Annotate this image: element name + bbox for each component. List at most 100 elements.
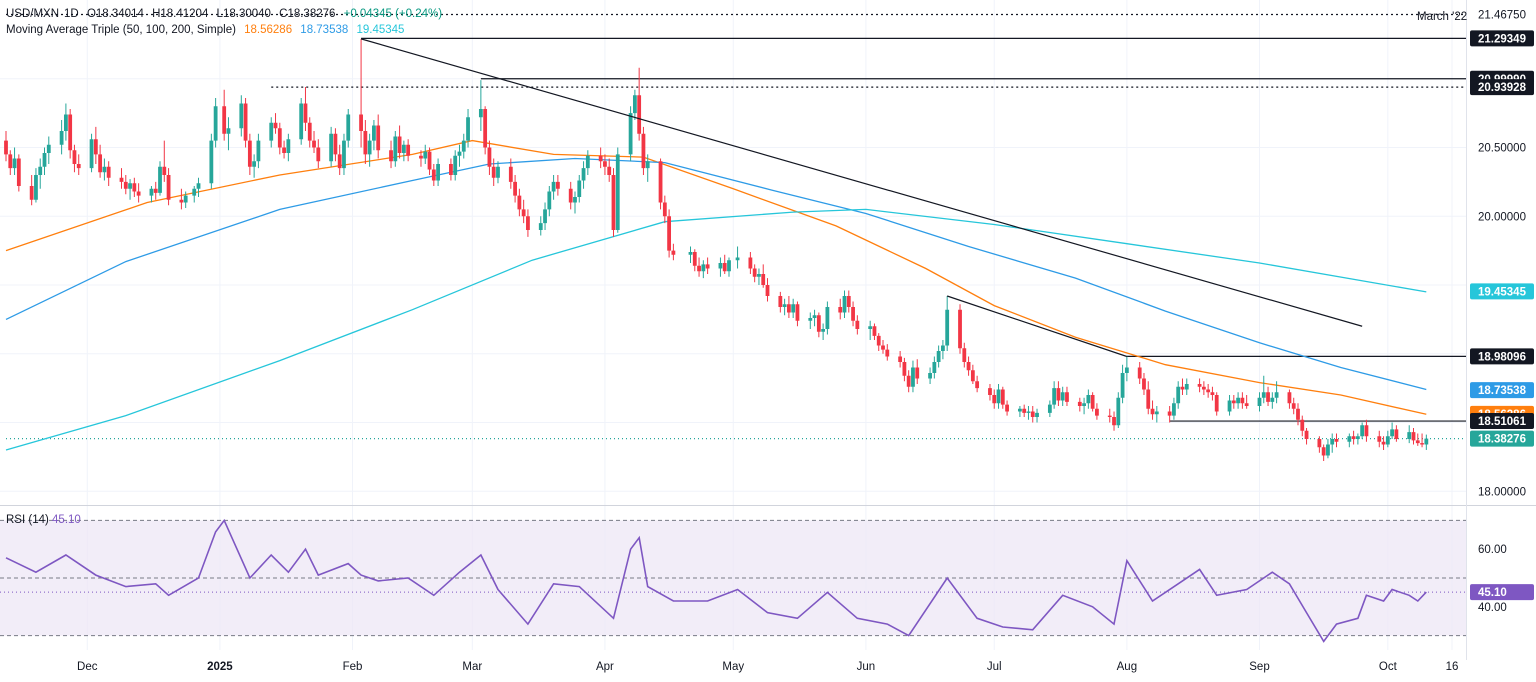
candle-body bbox=[782, 304, 787, 307]
candle-body bbox=[551, 181, 556, 192]
candle-body bbox=[222, 106, 227, 134]
ohlc-close: 18.38276 bbox=[287, 8, 336, 20]
candle-body bbox=[615, 154, 620, 230]
candle-body bbox=[1351, 436, 1356, 439]
ohlc-open: 18.34014 bbox=[95, 8, 144, 20]
rsi-label-text: 45.10 bbox=[1478, 587, 1507, 599]
candle-body bbox=[286, 139, 291, 153]
candle-body bbox=[632, 95, 637, 114]
candle-body bbox=[367, 140, 372, 155]
candle-body bbox=[543, 209, 547, 224]
candle-body bbox=[1390, 429, 1395, 437]
ma-line-ma200 bbox=[5, 208, 1427, 451]
candle-body bbox=[333, 133, 338, 155]
candle-body bbox=[945, 309, 950, 346]
interval[interactable]: 1D bbox=[64, 8, 79, 20]
candle-body bbox=[1000, 389, 1005, 405]
candle-body bbox=[838, 307, 843, 313]
candle-body bbox=[603, 161, 607, 167]
candle-body bbox=[453, 155, 458, 175]
candle-body bbox=[970, 370, 975, 382]
candle-body bbox=[1107, 415, 1112, 417]
price-label-box bbox=[1470, 382, 1534, 399]
candle-body bbox=[457, 151, 462, 156]
candle-body bbox=[42, 153, 47, 167]
candle-body bbox=[641, 133, 646, 169]
candle-body bbox=[752, 268, 757, 277]
candle-body bbox=[466, 117, 470, 141]
candle-body bbox=[1206, 389, 1211, 393]
candle-body bbox=[667, 216, 672, 251]
candle-body bbox=[855, 320, 860, 329]
candle-body bbox=[941, 345, 945, 351]
ma-label: Moving Average Triple (50, 100, 200, Sim… bbox=[6, 24, 236, 36]
candle-body bbox=[1180, 386, 1185, 390]
candle-body bbox=[538, 223, 543, 230]
candle-body bbox=[29, 186, 34, 200]
candle-body bbox=[1321, 447, 1326, 456]
candle-body bbox=[1236, 397, 1240, 404]
candle-body bbox=[975, 381, 980, 389]
candle-body bbox=[1377, 436, 1382, 442]
rsi-tick-label: 40.00 bbox=[1478, 602, 1507, 614]
time-tick-label: May bbox=[722, 661, 744, 673]
candle-body bbox=[72, 150, 77, 164]
candle-body bbox=[269, 122, 274, 141]
candle-body bbox=[1201, 386, 1206, 390]
ma-line-ma50 bbox=[5, 139, 1427, 415]
candle-body bbox=[842, 296, 847, 313]
candle-body bbox=[915, 367, 920, 379]
candle-body bbox=[568, 188, 573, 203]
candle-body bbox=[1364, 425, 1369, 437]
candle-body bbox=[1326, 444, 1330, 456]
candle-body bbox=[136, 191, 141, 196]
candle-body bbox=[243, 103, 248, 141]
candle-body bbox=[671, 250, 676, 255]
candle-body bbox=[166, 175, 171, 200]
candle-body bbox=[1296, 408, 1300, 420]
time-tick-label: Sep bbox=[1249, 661, 1269, 673]
candle-body bbox=[757, 274, 761, 277]
candle-body bbox=[1035, 412, 1039, 417]
rsi-value: 45.10 bbox=[52, 514, 81, 526]
candle-body bbox=[1176, 386, 1181, 404]
candle-body bbox=[513, 181, 517, 196]
candle-body bbox=[153, 188, 158, 193]
candle-body bbox=[988, 388, 992, 395]
candle-body bbox=[252, 161, 257, 167]
candle-body bbox=[585, 155, 590, 169]
candle-body bbox=[38, 166, 43, 175]
price-label-box bbox=[1470, 413, 1534, 430]
candle-body bbox=[778, 296, 783, 307]
candle-body bbox=[461, 140, 466, 152]
candle-body bbox=[312, 140, 316, 148]
candle-body bbox=[1116, 397, 1121, 426]
candle-body bbox=[179, 199, 184, 203]
candle-body bbox=[487, 147, 492, 167]
candle-body bbox=[1077, 401, 1082, 406]
candle-body bbox=[483, 109, 488, 148]
candle-body bbox=[1112, 417, 1116, 426]
ma-legend[interactable]: Moving Average Triple (50, 100, 200, Sim… bbox=[6, 24, 409, 36]
candle-body bbox=[102, 166, 107, 173]
time-tick-label: Jul bbox=[987, 661, 1002, 673]
rsi-legend[interactable]: RSI (14) 45.10 bbox=[6, 514, 81, 526]
candle-body bbox=[106, 166, 111, 178]
horizontal-levels bbox=[6, 13, 1466, 440]
candle-body bbox=[46, 144, 51, 153]
candle-body bbox=[277, 128, 282, 148]
candle-body bbox=[962, 348, 967, 362]
symbol[interactable]: USD/MXN bbox=[6, 8, 60, 20]
candle-body bbox=[376, 125, 381, 151]
candle-body bbox=[1052, 388, 1057, 405]
time-tick-label: Apr bbox=[596, 661, 614, 673]
candle-body bbox=[282, 147, 286, 153]
candle-body bbox=[1137, 367, 1142, 379]
candle-body bbox=[1420, 443, 1424, 445]
ohlc-change: +0.04345 (+0.24%) bbox=[343, 8, 443, 20]
ma200-value: 19.45345 bbox=[356, 24, 405, 36]
candle-body bbox=[149, 188, 154, 196]
candle-body bbox=[16, 158, 21, 186]
price-tick-label: 20.00000 bbox=[1478, 211, 1526, 223]
